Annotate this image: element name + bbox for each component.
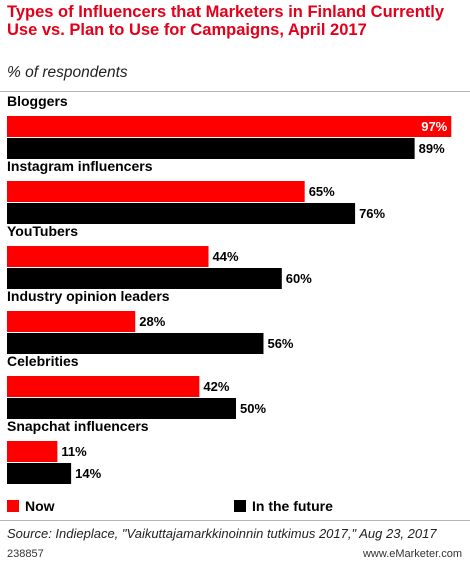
top-divider — [0, 91, 470, 92]
bar-now — [7, 441, 58, 462]
legend-future: In the future — [234, 497, 333, 515]
bar-future — [7, 333, 264, 354]
legend-future-swatch — [234, 500, 246, 512]
legend-now-label: Now — [25, 498, 55, 514]
bar-future — [7, 138, 415, 159]
bar-now — [7, 311, 136, 332]
bar-now — [7, 181, 305, 202]
category-label: Industry opinion leaders — [7, 288, 170, 304]
bottom-divider — [0, 520, 470, 521]
chart-subtitle: % of respondents — [7, 64, 128, 81]
category-label: Bloggers — [7, 94, 68, 109]
chart-title: Types of Influencers that Marketers in F… — [7, 3, 445, 39]
category-label: Snapchat influencers — [7, 418, 149, 434]
category-label: Celebrities — [7, 353, 79, 369]
bar-future — [7, 463, 72, 484]
brand-url: www.eMarketer.com — [362, 548, 462, 560]
bar-value-label: 14% — [75, 466, 101, 481]
bar-value-label: 42% — [203, 379, 229, 394]
bar-now — [7, 376, 200, 397]
bar-now — [7, 246, 209, 267]
legend-now: Now — [7, 497, 55, 515]
bar-future — [7, 268, 282, 289]
bar-value-label: 56% — [267, 336, 293, 351]
bar-value-label: 11% — [61, 444, 87, 459]
source-note: Source: Indieplace, "Vaikuttajamarkkinoi… — [7, 526, 437, 541]
bar-value-label: 65% — [309, 184, 335, 199]
category-label: Instagram influencers — [7, 158, 153, 174]
category-label: YouTubers — [7, 223, 78, 239]
bar-chart: Bloggers 97% 89% Instagram influencers 65% 76… — [7, 94, 452, 484]
bar-value-label: 28% — [139, 314, 165, 329]
legend-now-swatch — [7, 500, 19, 512]
bar-value-label: 44% — [213, 249, 239, 264]
bar-future — [7, 203, 356, 224]
bar-value-label: 60% — [286, 271, 312, 286]
bar-now — [7, 116, 452, 137]
legend-future-label: In the future — [252, 498, 333, 514]
bar-value-label: 97% — [421, 119, 447, 134]
chart-id: 238857 — [7, 548, 44, 560]
bar-value-label: 76% — [359, 206, 385, 221]
bar-future — [7, 398, 236, 419]
bar-value-label: 89% — [419, 141, 445, 156]
bar-value-label: 50% — [240, 401, 266, 416]
